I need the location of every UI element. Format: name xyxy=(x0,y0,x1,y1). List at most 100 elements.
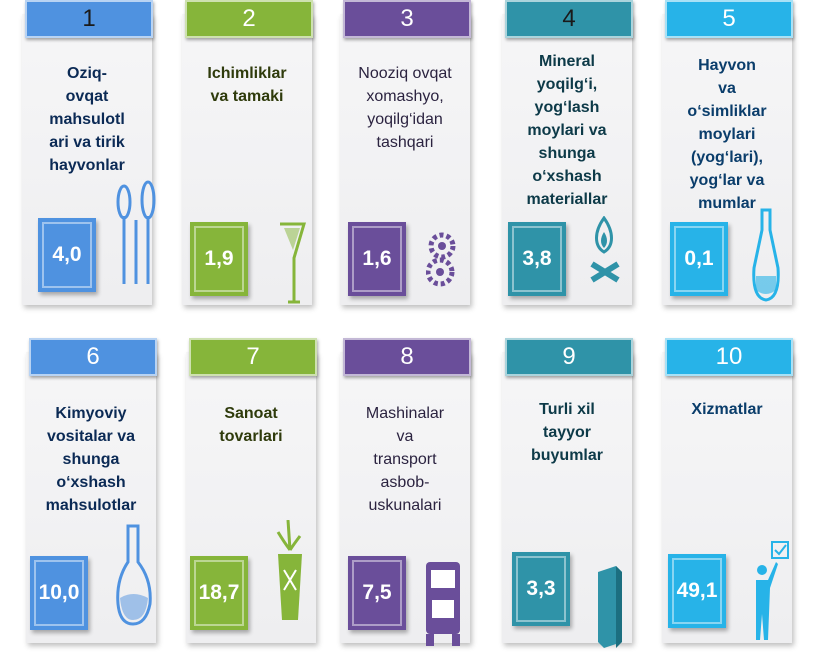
card-label-line: o‘simliklar xyxy=(687,103,767,120)
tuning-fork-icon xyxy=(116,180,156,284)
card-value: 4,0 xyxy=(52,243,82,266)
category-card-6: 6 Kimyoviy vositalar va shunga o‘xshash mahsu… xyxy=(26,338,157,643)
card-number: 8 xyxy=(343,338,471,376)
category-card-7: 7 Sanoat tovarlari 18,7 xyxy=(186,338,317,643)
card-label-line: mumlar xyxy=(698,195,756,212)
card-label-line: Mashinalar xyxy=(365,405,445,422)
card-value-box: 1,6 xyxy=(348,222,406,296)
card-label-line: va tamaki xyxy=(210,88,284,105)
card-label-line: tashqari xyxy=(376,134,434,151)
card-label-line: Oziq- xyxy=(67,65,107,82)
category-card-9: 9 Turli xil tayyor buyumlar 3,3 xyxy=(502,338,633,648)
card-label: Mineral yoqilg‘i, yog‘lash moylari va shunga… xyxy=(506,50,628,211)
card-label-line: shunga xyxy=(538,145,596,162)
card-label-line: o‘xshash xyxy=(56,474,126,491)
card-label: Kimyoviy vositalar va shunga o‘xshash mahsul… xyxy=(30,402,152,517)
card-label-line: va xyxy=(718,80,736,97)
card-label-line: moylari xyxy=(698,126,756,143)
card-label: Turli xil tayyor buyumlar xyxy=(506,398,628,467)
card-number: 2 xyxy=(185,0,313,38)
card-value: 18,7 xyxy=(198,581,240,604)
card-value-box: 3,8 xyxy=(508,222,566,296)
card-value: 3,3 xyxy=(526,577,556,600)
card-value: 49,1 xyxy=(676,579,718,602)
card-value-box: 0,1 xyxy=(670,222,728,296)
truck-icon xyxy=(426,562,460,646)
category-card-5: 5 Hayvon va o‘simliklar moylari (yog‘lari), yo… xyxy=(662,0,793,305)
card-value: 1,6 xyxy=(362,247,392,270)
card-number: 4 xyxy=(505,0,633,38)
oil-bottle-icon xyxy=(752,208,780,302)
card-label: Nooziq ovqat xomashyo, yoqilg‘idan tashqari xyxy=(344,62,466,154)
gears-icon xyxy=(426,232,456,287)
card-label: Hayvon va o‘simliklar moylari (yog‘lari), yog… xyxy=(666,54,788,215)
card-label-line: tovarlari xyxy=(219,428,283,445)
card-label-line: Hayvon xyxy=(698,57,756,74)
card-label-line: mahsulotlar xyxy=(45,497,137,514)
card-label: Mashinalar va transport asbob-uskunalari xyxy=(344,402,466,517)
card-label: Ichimliklar va tamaki xyxy=(186,62,308,108)
card-value: 0,1 xyxy=(684,247,714,270)
card-number: 9 xyxy=(505,338,633,376)
card-label-line: transport xyxy=(373,451,437,468)
card-label-line: va xyxy=(396,428,414,445)
card-value-box: 49,1 xyxy=(668,554,726,628)
category-card-4: 4 Mineral yoqilg‘i, yog‘lash moylari va shung… xyxy=(502,0,633,305)
gas-flame-icon xyxy=(590,216,620,283)
card-number: 6 xyxy=(29,338,157,376)
card-value-box: 7,5 xyxy=(348,556,406,630)
card-label-line: asbob- xyxy=(380,474,430,491)
card-value: 3,8 xyxy=(522,247,552,270)
card-value: 10,0 xyxy=(38,581,80,604)
card-value-box: 4,0 xyxy=(38,218,96,292)
card-label-line: Kimyoviy xyxy=(55,405,127,422)
card-label-line: ovqat xyxy=(65,88,109,105)
card-label: Xizmatlar xyxy=(666,398,788,421)
category-card-8: 8 Mashinalar va transport asbob-uskunalari 7,… xyxy=(340,338,471,646)
card-label-line: shunga xyxy=(62,451,120,468)
card-number: 3 xyxy=(343,0,471,38)
card-label-line: yog‘lash xyxy=(534,99,600,116)
card-label-line: ari va tirik xyxy=(49,134,125,151)
card-label-line: Sanoat xyxy=(224,405,278,422)
cocktail-glass-icon xyxy=(280,222,307,304)
card-value: 1,9 xyxy=(204,247,234,270)
card-label-line: Xizmatlar xyxy=(691,401,763,418)
card-label-line: yog‘lar va xyxy=(689,172,765,189)
box-icon xyxy=(598,566,622,648)
card-label-line: Mineral xyxy=(538,53,595,70)
card-number: 1 xyxy=(25,0,153,38)
card-number: 5 xyxy=(665,0,793,38)
category-card-3: 3 Nooziq ovqat xomashyo, yoqilg‘idan tashqar… xyxy=(340,0,471,305)
category-card-2: 2 Ichimliklar va tamaki 1,9 xyxy=(182,0,313,305)
card-label-line: (yog‘lari), xyxy=(690,149,763,166)
card-label-line: Turli xil xyxy=(539,401,595,418)
card-label-line: Ichimliklar xyxy=(207,65,287,82)
card-label-line: uskunalari xyxy=(368,497,442,514)
card-label-line: moylari va xyxy=(527,122,607,139)
card-label-line: o‘xshash xyxy=(532,168,602,185)
card-label-line: yoqilg‘i, xyxy=(536,76,598,93)
card-value: 7,5 xyxy=(362,581,392,604)
category-card-1: 1 Oziq-ovqat mahsulotl ari va tirik hayvonla… xyxy=(22,0,156,305)
card-value-box: 10,0 xyxy=(30,556,88,630)
card-label: Oziq-ovqat mahsulotl ari va tirik hayvonlar xyxy=(26,62,148,177)
card-label-line: materiallar xyxy=(526,191,608,208)
card-number: 10 xyxy=(665,338,793,376)
card-label-line: buyumlar xyxy=(530,447,603,464)
card-label-line: tayyor xyxy=(542,424,592,441)
card-value-box: 1,9 xyxy=(190,222,248,296)
card-label-line: vositalar va xyxy=(46,428,136,445)
card-label-line: Nooziq ovqat xyxy=(358,65,452,82)
presenter-icon xyxy=(756,541,789,640)
card-label-line: mahsulotl xyxy=(49,111,125,128)
card-label-line: xomashyo, xyxy=(366,88,444,105)
flask-icon xyxy=(116,524,152,626)
card-number: 7 xyxy=(189,338,317,376)
card-label: Sanoat tovarlari xyxy=(190,402,312,448)
plant-icon xyxy=(276,520,302,620)
card-value-box: 18,7 xyxy=(190,556,248,630)
card-label-line: hayvonlar xyxy=(49,157,125,174)
category-card-10: 10 Xizmatlar 49,1 xyxy=(662,338,793,643)
card-value-box: 3,3 xyxy=(512,552,570,626)
